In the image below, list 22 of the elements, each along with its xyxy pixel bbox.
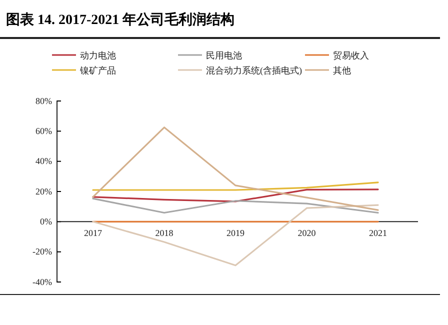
x-tick-label: 2019 [226,228,245,238]
legend-label: 动力电池 [80,50,116,60]
line-series [92,188,379,202]
legend-label: 其他 [333,66,351,76]
y-tick-label: 80% [36,96,52,106]
x-tick-label: 2018 [155,228,174,238]
legend-label: 民用电池 [206,50,242,60]
legend-label: 镍矿产品 [79,66,116,76]
legend-label: 贸易收入 [333,50,369,60]
y-tick-label: 40% [36,156,52,166]
y-tick-label: 60% [36,126,52,136]
line-series [92,198,379,214]
y-tick-label: 0% [40,216,52,227]
chart-title: 图表 14. 2017-2021 年公司毛利润结构 [6,11,235,28]
legend-label: 混合动力系统(含插电式) [206,66,302,76]
x-tick-label: 2021 [369,228,387,238]
y-tick-label: -40% [32,276,52,287]
y-tick-label: 20% [36,186,52,196]
x-tick-label: 2017 [84,228,102,238]
y-tick-label: -20% [32,246,52,257]
x-tick-label: 2020 [298,228,316,238]
line-series [92,126,379,211]
